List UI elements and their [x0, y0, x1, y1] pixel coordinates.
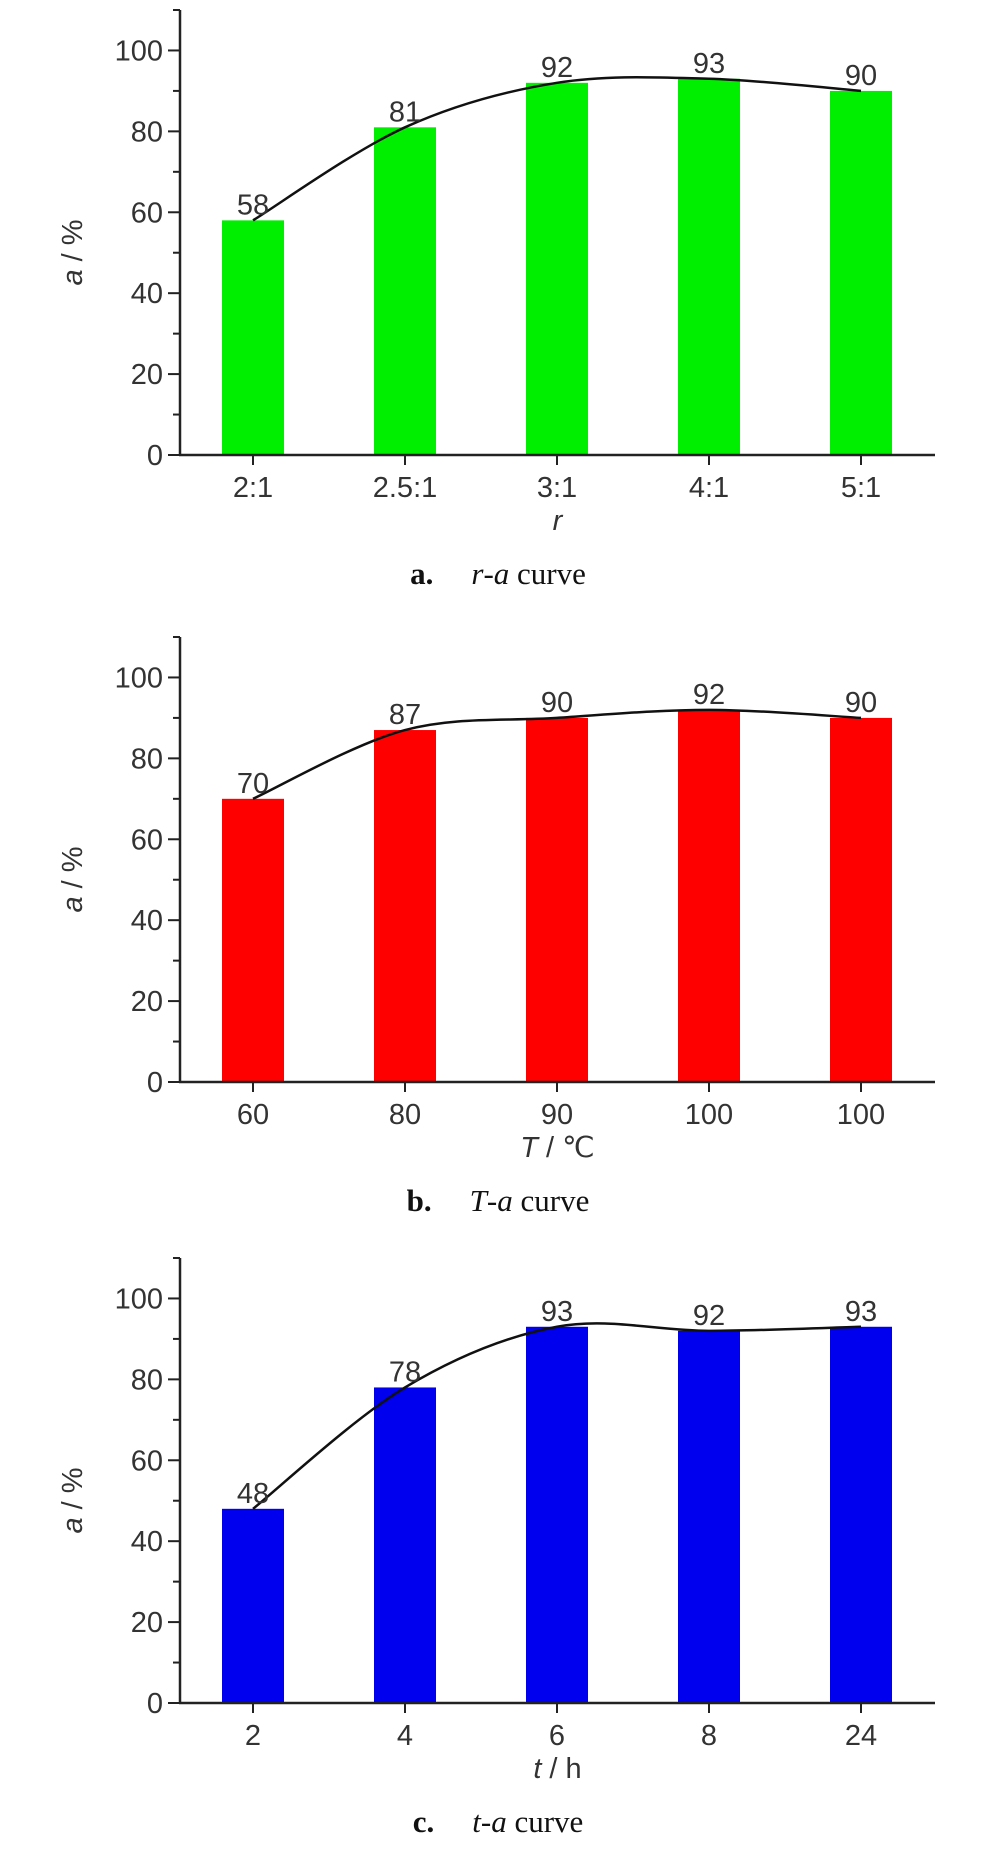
caption-var1: r: [471, 556, 484, 591]
caption-dash: -: [486, 1183, 498, 1218]
data-label: 92: [693, 1300, 725, 1332]
caption-rest: curve: [506, 1804, 584, 1839]
x-tick-label: 8: [701, 1720, 717, 1752]
data-label: 58: [237, 189, 269, 221]
caption-var2: a: [497, 1183, 513, 1218]
bar-90: [526, 717, 588, 1082]
y-tick-label: 60: [131, 824, 163, 856]
bar-2.5:1: [374, 127, 436, 456]
x-axis-title: r: [553, 505, 564, 537]
y-tick-label: 0: [147, 1067, 163, 1099]
bar-100: [678, 709, 740, 1082]
caption-var1: T: [469, 1183, 487, 1218]
caption-dash: -: [483, 556, 494, 591]
x-tick-label: 3:1: [537, 472, 577, 504]
caption-var2: a: [491, 1804, 507, 1839]
y-axis-title: a / %: [57, 219, 89, 285]
trend-curve: [252, 75, 862, 222]
data-label: 90: [541, 687, 573, 719]
bar-80: [374, 730, 436, 1082]
data-label: 93: [693, 48, 725, 80]
caption-var1: t: [472, 1804, 481, 1839]
x-tick-label: 100: [837, 1099, 885, 1131]
x-tick-label: 2:1: [233, 472, 273, 504]
data-label: 87: [389, 699, 421, 731]
y-tick-label: 100: [115, 1283, 163, 1315]
trend-curve: [252, 708, 862, 800]
x-tick-label: 90: [541, 1099, 573, 1131]
bar-2: [222, 1508, 284, 1703]
x-tick-label: 2.5:1: [373, 472, 438, 504]
data-label: 70: [237, 768, 269, 800]
y-tick-label: 100: [115, 35, 163, 67]
y-tick-label: 0: [147, 440, 163, 472]
x-tick-label: 6: [549, 1720, 565, 1752]
caption-rest: curve: [512, 1183, 590, 1218]
y-tick-label: 60: [131, 197, 163, 229]
y-tick-label: 80: [131, 743, 163, 775]
caption-var2: a: [493, 556, 510, 591]
y-axis-title: a / %: [57, 846, 89, 912]
y-tick-label: 0: [147, 1688, 163, 1720]
caption-letter: a.: [410, 556, 434, 591]
caption-rest: curve: [509, 556, 586, 591]
chart-a: 58 81 92 93 90 0 20 40 60 80 100 2:1 2.5:1 3:1 4:1 5:1 r…: [57, 9, 935, 537]
caption-letter: b.: [406, 1183, 432, 1218]
bar-4:1: [678, 78, 740, 455]
y-axis-title: a / %: [57, 1467, 89, 1533]
bar-100: [830, 717, 892, 1082]
x-tick-label: 4:1: [689, 472, 729, 504]
data-label: 93: [541, 1296, 573, 1328]
y-tick-label: 100: [115, 662, 163, 694]
y-tick-label: 40: [131, 1526, 163, 1558]
y-tick-label: 40: [131, 905, 163, 937]
y-tick-label: 80: [131, 1364, 163, 1396]
y-tick-label: 60: [131, 1445, 163, 1477]
x-tick-label: 60: [237, 1099, 269, 1131]
caption-b: b. T-a curve: [0, 1183, 996, 1219]
bar-3:1: [526, 82, 588, 456]
caption-a: a. r-a curve: [0, 556, 996, 592]
bar-4: [374, 1387, 436, 1703]
y-tick-label: 20: [131, 1607, 163, 1639]
x-tick-label: 2: [245, 1720, 261, 1752]
bar-60: [222, 798, 284, 1082]
data-label: 90: [845, 60, 877, 92]
y-tick-label: 40: [131, 278, 163, 310]
y-tick-label: 20: [131, 359, 163, 391]
caption-dash: -: [480, 1804, 492, 1839]
data-label: 90: [845, 687, 877, 719]
y-tick-label: 20: [131, 986, 163, 1018]
data-label: 92: [693, 679, 725, 711]
data-label: 48: [237, 1478, 269, 1510]
caption-letter: c.: [412, 1804, 435, 1839]
x-tick-label: 80: [389, 1099, 421, 1131]
bar-6: [526, 1326, 588, 1703]
chart-panel-a: 58 81 92 93 90 0 20 40 60 80 100 2:1 2.5:1 3:1 4:1 5:1 r…: [0, 0, 996, 620]
x-tick-label: 24: [845, 1720, 877, 1752]
data-label: 93: [845, 1296, 877, 1328]
data-label: 78: [389, 1356, 421, 1388]
x-axis-title: t / h: [533, 1753, 581, 1785]
x-axis-title: T / ℃: [520, 1132, 594, 1164]
data-label: 92: [541, 52, 573, 84]
x-tick-label: 5:1: [841, 472, 881, 504]
x-tick-label: 4: [397, 1720, 413, 1752]
chart-b: 70 87 90 92 90 0 20 40 60 80 100 60 80 90 100 100 T / ℃ a…: [57, 636, 935, 1164]
y-tick-label: 80: [131, 116, 163, 148]
bar-2:1: [222, 220, 284, 455]
trend-curve: [252, 1322, 862, 1510]
x-tick-label: 100: [685, 1099, 733, 1131]
bar-5:1: [830, 90, 892, 455]
data-label: 81: [389, 96, 421, 128]
bar-24: [830, 1326, 892, 1703]
caption-c: c. t-a curve: [0, 1804, 996, 1840]
bar-8: [678, 1330, 740, 1703]
chart-panel-b: 70 87 90 92 90 0 20 40 60 80 100 60 80 90 100 100 T / ℃ a…: [0, 627, 996, 1247]
